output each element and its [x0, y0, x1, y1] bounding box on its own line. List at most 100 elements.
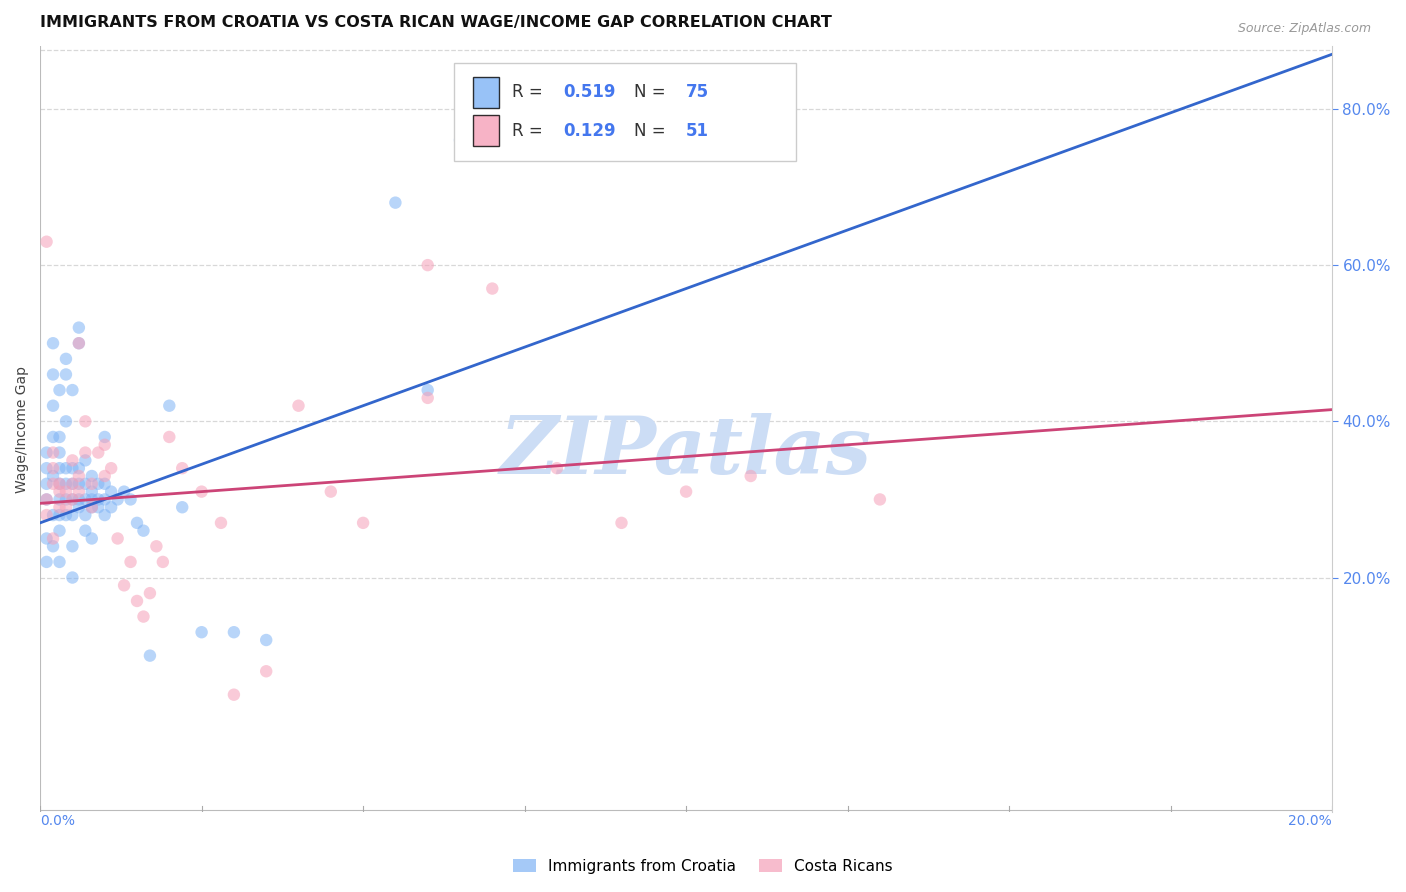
- Point: [100, 484, 122, 499]
- Point: [67, 461, 90, 475]
- Text: 0.519: 0.519: [564, 83, 616, 102]
- Legend: Immigrants from Croatia, Costa Ricans: Immigrants from Croatia, Costa Ricans: [508, 853, 898, 880]
- Point: [352, 516, 374, 530]
- Point: [287, 399, 309, 413]
- Point: [48, 476, 70, 491]
- Point: [80, 484, 103, 499]
- Point: [35, 235, 58, 249]
- Point: [48, 461, 70, 475]
- Point: [93, 469, 115, 483]
- Point: [62, 383, 84, 397]
- Point: [55, 461, 77, 475]
- Text: 0.129: 0.129: [564, 121, 616, 140]
- Point: [107, 492, 129, 507]
- Point: [48, 524, 70, 538]
- Text: Source: ZipAtlas.com: Source: ZipAtlas.com: [1237, 22, 1371, 36]
- Point: [48, 484, 70, 499]
- Point: [75, 492, 97, 507]
- Point: [62, 461, 84, 475]
- Point: [172, 461, 194, 475]
- Point: [610, 516, 633, 530]
- Point: [125, 516, 148, 530]
- Point: [42, 368, 65, 382]
- Point: [67, 492, 90, 507]
- Point: [62, 492, 84, 507]
- Point: [80, 500, 103, 515]
- Point: [55, 492, 77, 507]
- Point: [55, 351, 77, 366]
- Point: [132, 524, 155, 538]
- Point: [62, 492, 84, 507]
- Point: [48, 476, 70, 491]
- Point: [157, 399, 180, 413]
- Point: [87, 500, 110, 515]
- Text: IMMIGRANTS FROM CROATIA VS COSTA RICAN WAGE/INCOME GAP CORRELATION CHART: IMMIGRANTS FROM CROATIA VS COSTA RICAN W…: [41, 15, 832, 30]
- FancyBboxPatch shape: [472, 77, 499, 108]
- Point: [222, 688, 245, 702]
- Point: [80, 476, 103, 491]
- Point: [48, 555, 70, 569]
- Point: [157, 430, 180, 444]
- Point: [75, 508, 97, 522]
- Point: [100, 461, 122, 475]
- FancyBboxPatch shape: [454, 63, 796, 161]
- Point: [80, 532, 103, 546]
- Text: N =: N =: [634, 83, 671, 102]
- Point: [55, 508, 77, 522]
- Point: [67, 336, 90, 351]
- Point: [254, 633, 277, 648]
- Point: [93, 476, 115, 491]
- Text: 0.0%: 0.0%: [41, 814, 75, 828]
- Point: [869, 492, 891, 507]
- Point: [55, 414, 77, 428]
- Point: [481, 281, 503, 295]
- Point: [62, 570, 84, 584]
- Point: [254, 665, 277, 679]
- Point: [172, 500, 194, 515]
- Point: [62, 476, 84, 491]
- Point: [35, 508, 58, 522]
- FancyBboxPatch shape: [472, 115, 499, 146]
- Point: [62, 508, 84, 522]
- Point: [35, 492, 58, 507]
- Point: [132, 609, 155, 624]
- Point: [80, 492, 103, 507]
- Point: [48, 445, 70, 459]
- Point: [42, 539, 65, 553]
- Point: [87, 445, 110, 459]
- Point: [42, 469, 65, 483]
- Point: [416, 391, 439, 405]
- Point: [42, 430, 65, 444]
- Point: [107, 532, 129, 546]
- Point: [675, 484, 697, 499]
- Point: [416, 258, 439, 272]
- Point: [93, 508, 115, 522]
- Point: [740, 469, 762, 483]
- Point: [48, 430, 70, 444]
- Point: [139, 586, 162, 600]
- Point: [55, 368, 77, 382]
- Point: [87, 476, 110, 491]
- Point: [75, 524, 97, 538]
- Point: [75, 476, 97, 491]
- Point: [222, 625, 245, 640]
- Text: R =: R =: [512, 121, 548, 140]
- Point: [55, 476, 77, 491]
- Text: 75: 75: [686, 83, 709, 102]
- Point: [62, 476, 84, 491]
- Text: 20.0%: 20.0%: [1288, 814, 1331, 828]
- Point: [190, 484, 212, 499]
- Point: [67, 484, 90, 499]
- Point: [62, 539, 84, 553]
- Point: [42, 445, 65, 459]
- Point: [35, 492, 58, 507]
- Point: [67, 500, 90, 515]
- Point: [42, 532, 65, 546]
- Point: [139, 648, 162, 663]
- Point: [62, 453, 84, 467]
- Point: [48, 500, 70, 515]
- Point: [35, 476, 58, 491]
- Point: [75, 414, 97, 428]
- Point: [93, 430, 115, 444]
- Point: [55, 500, 77, 515]
